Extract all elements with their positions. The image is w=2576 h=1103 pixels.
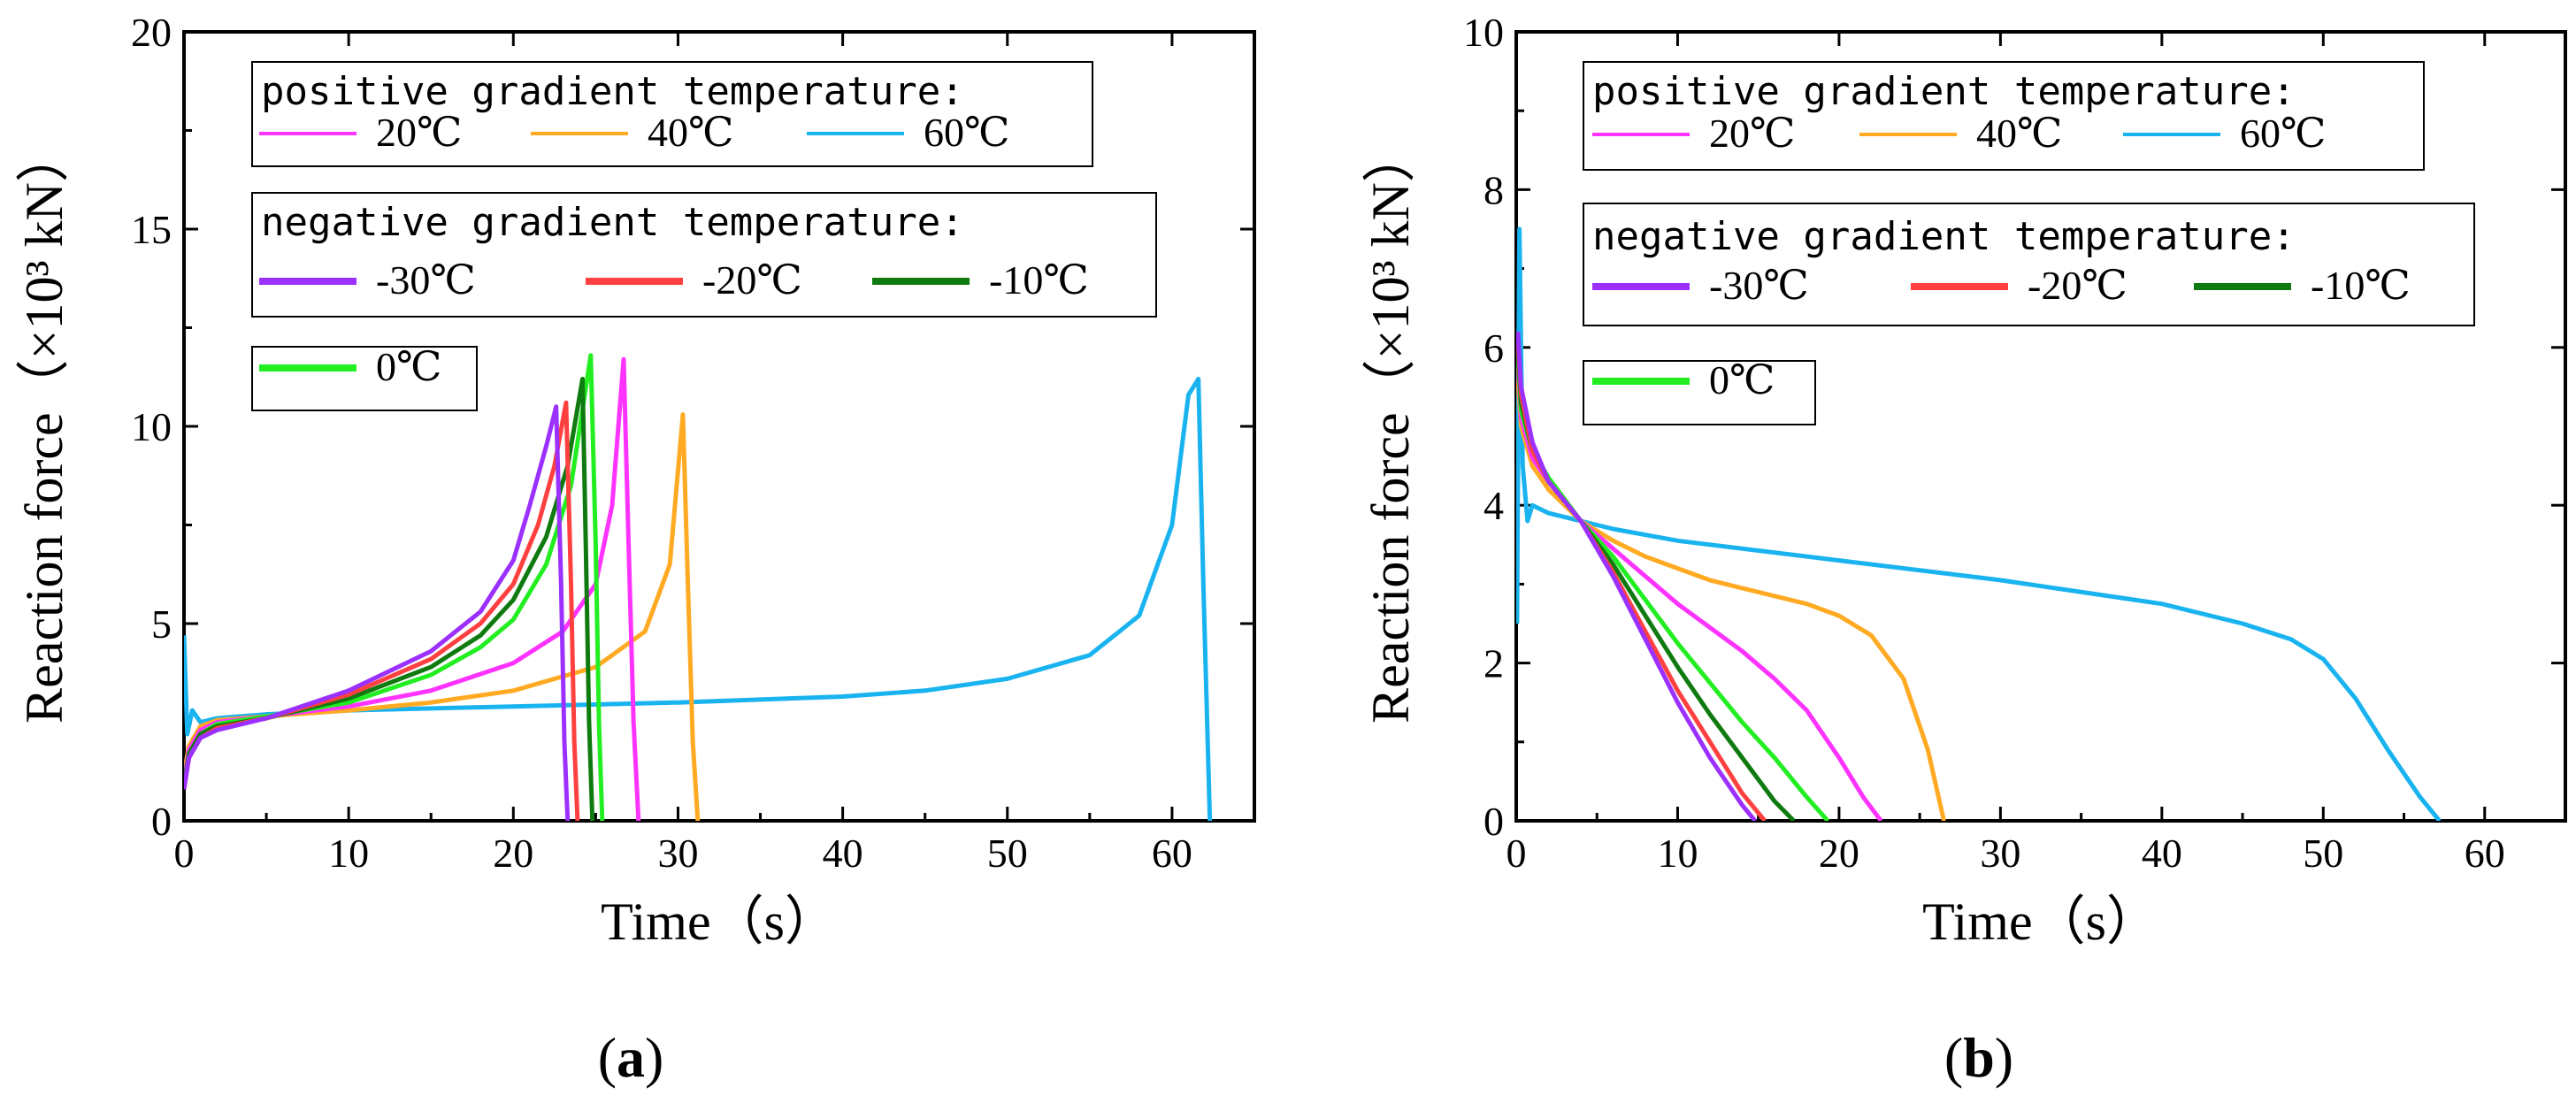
legend-label: -30℃ xyxy=(376,257,476,303)
x-tick-label: 20 xyxy=(493,831,533,876)
legend-box-1: positive gradient temperature:20℃ 40℃ 60℃ xyxy=(1583,61,2425,171)
x-tick-label: 0 xyxy=(174,831,195,876)
legend-label: 60℃ xyxy=(2240,111,2326,156)
x-axis-label: Time（s） xyxy=(1922,892,2159,951)
series-line-20c xyxy=(184,356,641,821)
chart-panel-a: 0 10 20 30 40 50 60 0 5 10 15 20 Time（s） Reaction for… xyxy=(15,10,1256,951)
y-axis-label: Reaction force（×10³ kN） xyxy=(1361,129,1420,724)
x-tick-label: 40 xyxy=(2142,831,2182,876)
series-line-40c xyxy=(184,412,701,821)
series-line-60c xyxy=(1516,226,2442,821)
series-line-20c xyxy=(1516,363,1883,821)
legend-frame xyxy=(1583,61,2425,171)
legend-label: -10℃ xyxy=(2311,263,2411,308)
y-tick-label: 15 xyxy=(131,207,172,252)
legend-frame xyxy=(1583,360,1816,425)
legend-label: -20℃ xyxy=(2028,263,2128,308)
panel-letter: b xyxy=(1963,1026,1995,1089)
x-tick-label: 10 xyxy=(1657,831,1698,876)
panel-paren-open: ( xyxy=(1944,1026,1963,1089)
series-line-minus30c xyxy=(1516,331,1757,821)
x-tick-label: 30 xyxy=(657,831,698,876)
x-tick-label: 30 xyxy=(1980,831,2020,876)
y-axis-label: Reaction force（×10³ kN） xyxy=(15,129,73,724)
x-tick-label: 10 xyxy=(328,831,369,876)
legend-box-3: 0℃ xyxy=(251,344,478,411)
legend-label: 0℃ xyxy=(1709,357,1775,402)
y-tick-label: 6 xyxy=(1484,326,1504,371)
x-tick-label: 0 xyxy=(1506,831,1527,876)
panel-letter: a xyxy=(617,1026,645,1089)
y-tick-label: 8 xyxy=(1484,167,1504,212)
legend-title: positive gradient temperature: xyxy=(261,69,964,114)
y-tick-label: 0 xyxy=(1484,799,1504,844)
legend-label: 20℃ xyxy=(376,110,462,155)
y-tick-label: 2 xyxy=(1484,641,1504,686)
series-line-40c xyxy=(1516,379,1946,821)
legend-label: -30℃ xyxy=(1709,263,1809,308)
series-group xyxy=(1516,226,2442,821)
x-tick-label: 60 xyxy=(2465,831,2505,876)
legend-label: -20℃ xyxy=(702,257,802,303)
series-line-60c xyxy=(184,377,1213,821)
y-tick-label: 20 xyxy=(131,10,172,55)
series-line-minus10c xyxy=(184,377,595,821)
legend-label: 20℃ xyxy=(1709,111,1795,156)
panel-paren-open: ( xyxy=(598,1026,617,1089)
legend-box-2: negative gradient temperature:-30℃ -20℃ -1… xyxy=(1583,203,2475,326)
legend-label: -10℃ xyxy=(989,257,1089,303)
y-tick-label: 0 xyxy=(151,799,172,844)
series-line-0c xyxy=(184,353,605,821)
legend-box-3: 0℃ xyxy=(1583,357,1816,425)
y-tick-label: 10 xyxy=(1463,10,1504,55)
legend-title: positive gradient temperature: xyxy=(1592,69,2296,114)
legend-box-2: negative gradient temperature: -30℃ -20℃ -1… xyxy=(251,192,1157,318)
panel-label-b: (b) xyxy=(1944,1026,2013,1089)
legend-label: 60℃ xyxy=(924,110,1009,155)
y-tick-label: 4 xyxy=(1484,483,1504,528)
x-tick-label: 60 xyxy=(1152,831,1192,876)
legend-title: negative gradient temperature: xyxy=(1592,214,2296,259)
y-tick-label: 10 xyxy=(131,404,172,449)
panel-paren-close: ) xyxy=(645,1026,663,1089)
y-tick-label: 5 xyxy=(151,601,172,647)
panel-label-a: (a) xyxy=(598,1026,664,1089)
x-tick-label: 50 xyxy=(2303,831,2343,876)
legend-box-1: positive gradient temperature:20℃ 40℃ 60℃ xyxy=(251,61,1093,167)
series-line-minus30c xyxy=(184,404,571,821)
legend-title: negative gradient temperature: xyxy=(261,200,964,245)
legend-label: 40℃ xyxy=(648,110,733,155)
chart-panel-b: 0 10 20 30 40 50 60 0 2 4 6 8 10 Time（s） Reaction forc… xyxy=(1361,10,2567,951)
legend-label: 0℃ xyxy=(376,344,441,389)
series-group xyxy=(184,353,1213,821)
x-tick-label: 50 xyxy=(987,831,1028,876)
x-axis-label: Time（s） xyxy=(601,892,838,951)
panel-paren-close: ) xyxy=(1995,1026,2013,1089)
x-tick-label: 40 xyxy=(823,831,863,876)
legend-frame xyxy=(251,346,478,411)
x-tick-label: 20 xyxy=(1819,831,1859,876)
legend-frame xyxy=(1583,203,2475,326)
legend-frame xyxy=(251,61,1093,167)
legend-label: 40℃ xyxy=(1976,111,2062,156)
legend-frame xyxy=(251,192,1157,318)
